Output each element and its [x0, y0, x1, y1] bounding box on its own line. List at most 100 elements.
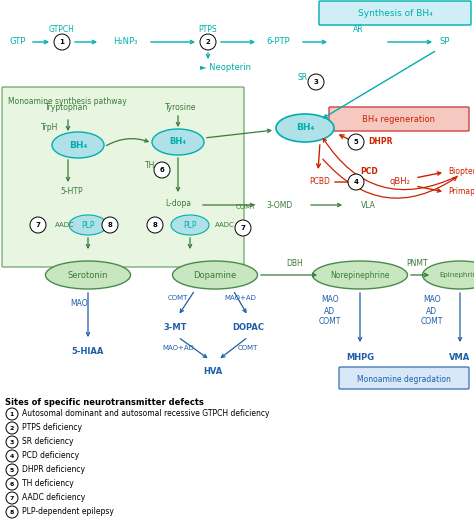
Circle shape	[154, 162, 170, 178]
Text: 4: 4	[354, 179, 358, 185]
Text: PLP: PLP	[183, 221, 197, 230]
Circle shape	[102, 217, 118, 233]
Text: SP: SP	[440, 38, 450, 47]
Circle shape	[200, 34, 216, 50]
Text: PTPS: PTPS	[199, 24, 217, 33]
Ellipse shape	[422, 261, 474, 289]
Text: BH₄: BH₄	[296, 123, 314, 132]
Text: PTPS deficiency: PTPS deficiency	[22, 424, 82, 433]
Text: COMT: COMT	[168, 295, 188, 301]
Ellipse shape	[171, 215, 209, 235]
Circle shape	[235, 220, 251, 236]
Ellipse shape	[52, 132, 104, 158]
Text: BH₄: BH₄	[170, 138, 186, 147]
Text: Tryptophan: Tryptophan	[45, 104, 88, 113]
Text: TH deficiency: TH deficiency	[22, 479, 74, 488]
Circle shape	[6, 464, 18, 476]
Text: GTPCH: GTPCH	[49, 24, 75, 33]
Text: AADC deficiency: AADC deficiency	[22, 494, 85, 503]
Circle shape	[30, 217, 46, 233]
Text: AADC: AADC	[215, 222, 235, 228]
Text: AD: AD	[324, 306, 336, 315]
Text: 8: 8	[108, 222, 112, 228]
Text: 1: 1	[60, 39, 64, 45]
Circle shape	[6, 422, 18, 434]
Text: COMT: COMT	[319, 317, 341, 326]
Text: H₂NP₃: H₂NP₃	[113, 38, 137, 47]
FancyBboxPatch shape	[319, 1, 471, 25]
Text: Synthesis of BH₄: Synthesis of BH₄	[357, 8, 432, 17]
Circle shape	[6, 492, 18, 504]
Text: COMT: COMT	[238, 345, 258, 351]
Text: Monoamine degradation: Monoamine degradation	[357, 375, 451, 384]
Text: 5-HTP: 5-HTP	[61, 187, 83, 196]
Text: MAO+AD: MAO+AD	[162, 345, 194, 351]
Text: 8: 8	[10, 509, 14, 515]
Ellipse shape	[69, 215, 107, 235]
Circle shape	[6, 436, 18, 448]
Text: 4: 4	[10, 453, 14, 459]
Text: MAO: MAO	[321, 296, 339, 305]
Text: 6: 6	[10, 481, 14, 487]
Ellipse shape	[46, 261, 130, 289]
Text: 5: 5	[10, 468, 14, 472]
Text: TrpH: TrpH	[41, 123, 58, 132]
Text: PCD deficiency: PCD deficiency	[22, 451, 79, 461]
Text: BH₄ regeneration: BH₄ regeneration	[363, 114, 436, 123]
Text: MAO: MAO	[70, 298, 88, 307]
Text: Primapterin: Primapterin	[448, 187, 474, 196]
Text: ► Neopterin: ► Neopterin	[200, 63, 251, 72]
Text: PLP: PLP	[81, 221, 95, 230]
FancyBboxPatch shape	[339, 367, 469, 389]
Text: 7: 7	[36, 222, 40, 228]
Text: COMT: COMT	[421, 317, 443, 326]
Text: HVA: HVA	[203, 368, 223, 377]
Text: Monoamine synthesis pathway: Monoamine synthesis pathway	[8, 97, 127, 106]
Text: 7: 7	[241, 225, 246, 231]
Text: 2: 2	[206, 39, 210, 45]
Text: MAO: MAO	[423, 296, 441, 305]
Text: DHPR: DHPR	[368, 138, 392, 147]
Text: PLP-dependent epilepsy: PLP-dependent epilepsy	[22, 507, 114, 516]
Circle shape	[308, 74, 324, 90]
Circle shape	[147, 217, 163, 233]
Text: Tyrosine: Tyrosine	[165, 104, 197, 113]
Text: MAO+AD: MAO+AD	[224, 295, 256, 301]
Text: Autosomal dominant and autosomal recessive GTPCH deficiency: Autosomal dominant and autosomal recessi…	[22, 409, 270, 418]
Circle shape	[6, 506, 18, 518]
Text: 7: 7	[10, 496, 14, 500]
Text: AD: AD	[427, 306, 438, 315]
Text: 6-PTP: 6-PTP	[266, 38, 290, 47]
Circle shape	[54, 34, 70, 50]
Ellipse shape	[312, 261, 408, 289]
Text: DBH: DBH	[287, 259, 303, 268]
Circle shape	[6, 478, 18, 490]
Circle shape	[348, 174, 364, 190]
Text: 6: 6	[160, 167, 164, 173]
Text: SR deficiency: SR deficiency	[22, 437, 73, 446]
Text: 5: 5	[354, 139, 358, 145]
Text: PNMT: PNMT	[406, 259, 428, 268]
Text: Epinephrine: Epinephrine	[439, 272, 474, 278]
Circle shape	[348, 134, 364, 150]
Text: Dopamine: Dopamine	[193, 270, 237, 279]
Text: DHPR deficiency: DHPR deficiency	[22, 466, 85, 475]
Text: BH₄: BH₄	[69, 141, 87, 150]
Text: Norepinephrine: Norepinephrine	[330, 270, 390, 279]
Text: 3: 3	[314, 79, 319, 85]
Text: PCD: PCD	[360, 168, 378, 177]
Text: 3-OMD: 3-OMD	[267, 200, 293, 209]
Text: PCBD: PCBD	[309, 178, 330, 187]
Text: AADC: AADC	[55, 222, 75, 228]
FancyBboxPatch shape	[329, 107, 469, 131]
Circle shape	[6, 450, 18, 462]
Text: MHPG: MHPG	[346, 352, 374, 361]
Text: L-dopa: L-dopa	[165, 198, 191, 207]
Text: 3: 3	[10, 440, 14, 444]
Text: Sites of specific neurotransmitter defects: Sites of specific neurotransmitter defec…	[5, 398, 204, 407]
Text: Biopterin: Biopterin	[448, 168, 474, 177]
FancyBboxPatch shape	[2, 87, 244, 267]
Text: GTP: GTP	[10, 38, 26, 47]
Text: COMT: COMT	[236, 204, 256, 210]
Ellipse shape	[173, 261, 257, 289]
